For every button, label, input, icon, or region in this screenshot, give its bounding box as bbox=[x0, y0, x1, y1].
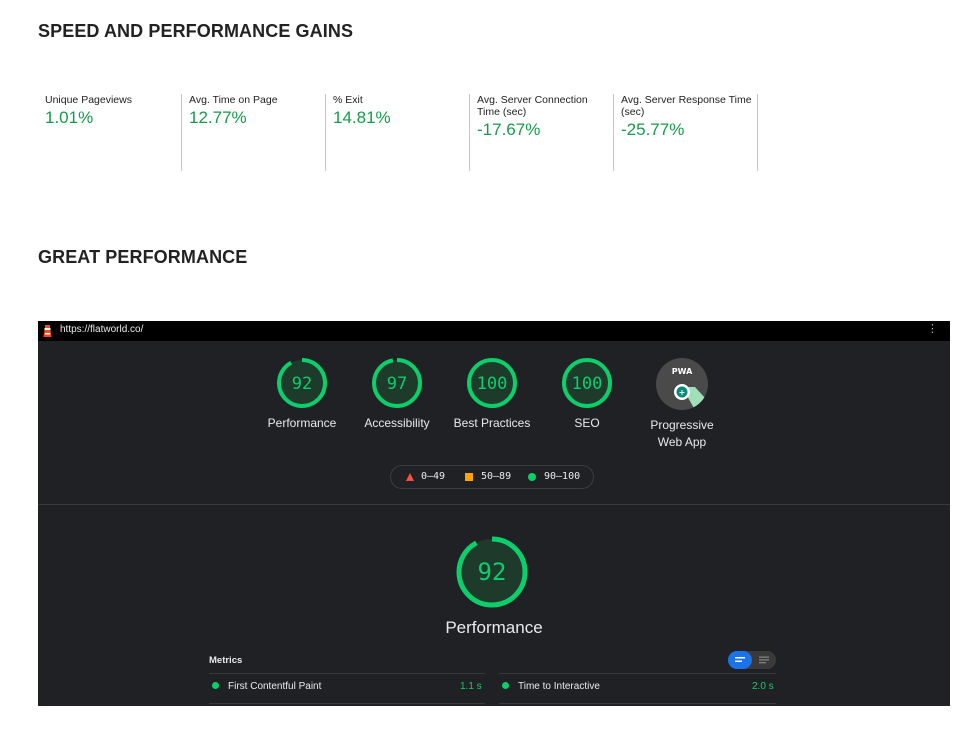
gauge-ring: 97 bbox=[372, 358, 422, 408]
great-performance-title: GREAT PERFORMANCE bbox=[38, 247, 248, 267]
stat-label: Avg. Server Connection Time (sec) bbox=[477, 94, 588, 118]
more-menu-icon[interactable]: ⋮ bbox=[927, 323, 938, 335]
detail-view-icon[interactable] bbox=[759, 656, 769, 664]
gauge-seo[interactable]: 100 SEO bbox=[537, 357, 637, 432]
section-divider bbox=[38, 504, 950, 505]
metrics-view-toggle[interactable] bbox=[728, 651, 776, 669]
gauge-best-practices[interactable]: 100 Best Practices bbox=[442, 357, 542, 432]
gauge-pwa[interactable]: PWA + Progressive Web App bbox=[632, 357, 732, 451]
metric-first-contentful-paint: First Contentful Paint bbox=[212, 681, 321, 692]
gauge-score: 100 bbox=[572, 374, 603, 394]
toggle-list-view-active[interactable] bbox=[728, 651, 752, 669]
main-performance-label: Performance bbox=[445, 618, 543, 637]
lighthouse-report-screenshot: https://flatworld.co/ ⋮ 92 Performance 9… bbox=[38, 321, 950, 706]
stat-value: -17.67% bbox=[477, 120, 541, 139]
category-gauges: 92 Performance 97 Accessibility 100 Best… bbox=[38, 357, 950, 457]
stat-unique-pageviews: Unique Pageviews 1.01% bbox=[38, 94, 182, 171]
metrics-rule-right bbox=[499, 673, 776, 674]
legend-fail-range: 0–49 bbox=[421, 471, 446, 482]
gauge-accessibility[interactable]: 97 Accessibility bbox=[347, 357, 447, 432]
pass-circle-icon bbox=[528, 473, 536, 481]
score-legend: 0–49 50–89 90–100 bbox=[390, 465, 594, 489]
speed-gains-title: SPEED AND PERFORMANCE GAINS bbox=[38, 21, 354, 41]
gauge-label: SEO bbox=[574, 416, 600, 430]
metric-value: 2.0 s bbox=[752, 681, 774, 692]
metric-value: 1.1 s bbox=[460, 681, 482, 692]
stat-label: Avg. Server Response Time (sec) bbox=[621, 94, 752, 118]
pwa-badge-icon: PWA + bbox=[656, 358, 708, 410]
gauge-score: 100 bbox=[477, 374, 508, 394]
gauge-score: 97 bbox=[387, 374, 407, 394]
stat-value: 14.81% bbox=[333, 108, 391, 127]
gauge-label: Performance bbox=[267, 416, 337, 430]
pass-dot-icon bbox=[502, 681, 509, 689]
metric-name: Time to Interactive bbox=[518, 681, 600, 692]
gauge-label: Progressive Web App bbox=[632, 417, 732, 451]
stat-value: -25.77% bbox=[621, 120, 685, 139]
stats-row: Unique Pageviews 1.01% Avg. Time on Page… bbox=[38, 94, 758, 171]
gauge-label: Accessibility bbox=[364, 416, 430, 430]
legend-pass-range: 90–100 bbox=[544, 471, 581, 482]
stat-label: Unique Pageviews bbox=[45, 94, 132, 106]
page-url[interactable]: https://flatworld.co/ bbox=[60, 324, 144, 335]
gauge-performance[interactable]: 92 Performance bbox=[252, 357, 352, 432]
gauge-ring: 100 bbox=[562, 358, 612, 408]
metrics-rule-left bbox=[209, 673, 485, 674]
fail-triangle-icon bbox=[406, 473, 414, 481]
average-square-icon bbox=[465, 473, 473, 481]
main-performance-gauge: 92 bbox=[456, 536, 528, 608]
legend-average-range: 50–89 bbox=[481, 471, 512, 482]
metrics-row-rule-left bbox=[209, 703, 485, 704]
pwa-badge-text: PWA bbox=[672, 367, 693, 376]
pwa-label-line1: Progressive bbox=[650, 418, 714, 432]
main-score: 92 bbox=[478, 558, 507, 586]
stat-label: Avg. Time on Page bbox=[189, 94, 278, 106]
stat-value: 1.01% bbox=[45, 108, 94, 127]
metrics-row-rule-right bbox=[499, 703, 776, 704]
list-view-icon bbox=[735, 657, 745, 662]
metric-name: First Contentful Paint bbox=[228, 681, 322, 692]
gauge-ring: 92 bbox=[277, 358, 327, 408]
stat-server-connection-time: Avg. Server Connection Time (sec) -17.67… bbox=[470, 94, 614, 171]
gauge-ring: 100 bbox=[467, 358, 517, 408]
pass-dot-icon bbox=[212, 681, 219, 689]
pwa-label-line2: Web App bbox=[657, 435, 707, 449]
stat-exit: % Exit 14.81% bbox=[326, 94, 470, 171]
svg-text:+: + bbox=[679, 388, 686, 397]
stat-value: 12.77% bbox=[189, 108, 247, 127]
stat-label: % Exit bbox=[333, 94, 363, 106]
stat-avg-time-on-page: Avg. Time on Page 12.77% bbox=[182, 94, 326, 171]
metric-time-to-interactive: Time to Interactive bbox=[502, 681, 600, 692]
stat-server-response-time: Avg. Server Response Time (sec) -25.77% bbox=[614, 94, 758, 171]
url-bar: https://flatworld.co/ ⋮ bbox=[38, 321, 950, 341]
metrics-title: Metrics bbox=[209, 655, 243, 666]
gauge-label: Best Practices bbox=[453, 416, 531, 430]
lighthouse-icon bbox=[43, 325, 52, 337]
gauge-score: 92 bbox=[292, 374, 312, 394]
